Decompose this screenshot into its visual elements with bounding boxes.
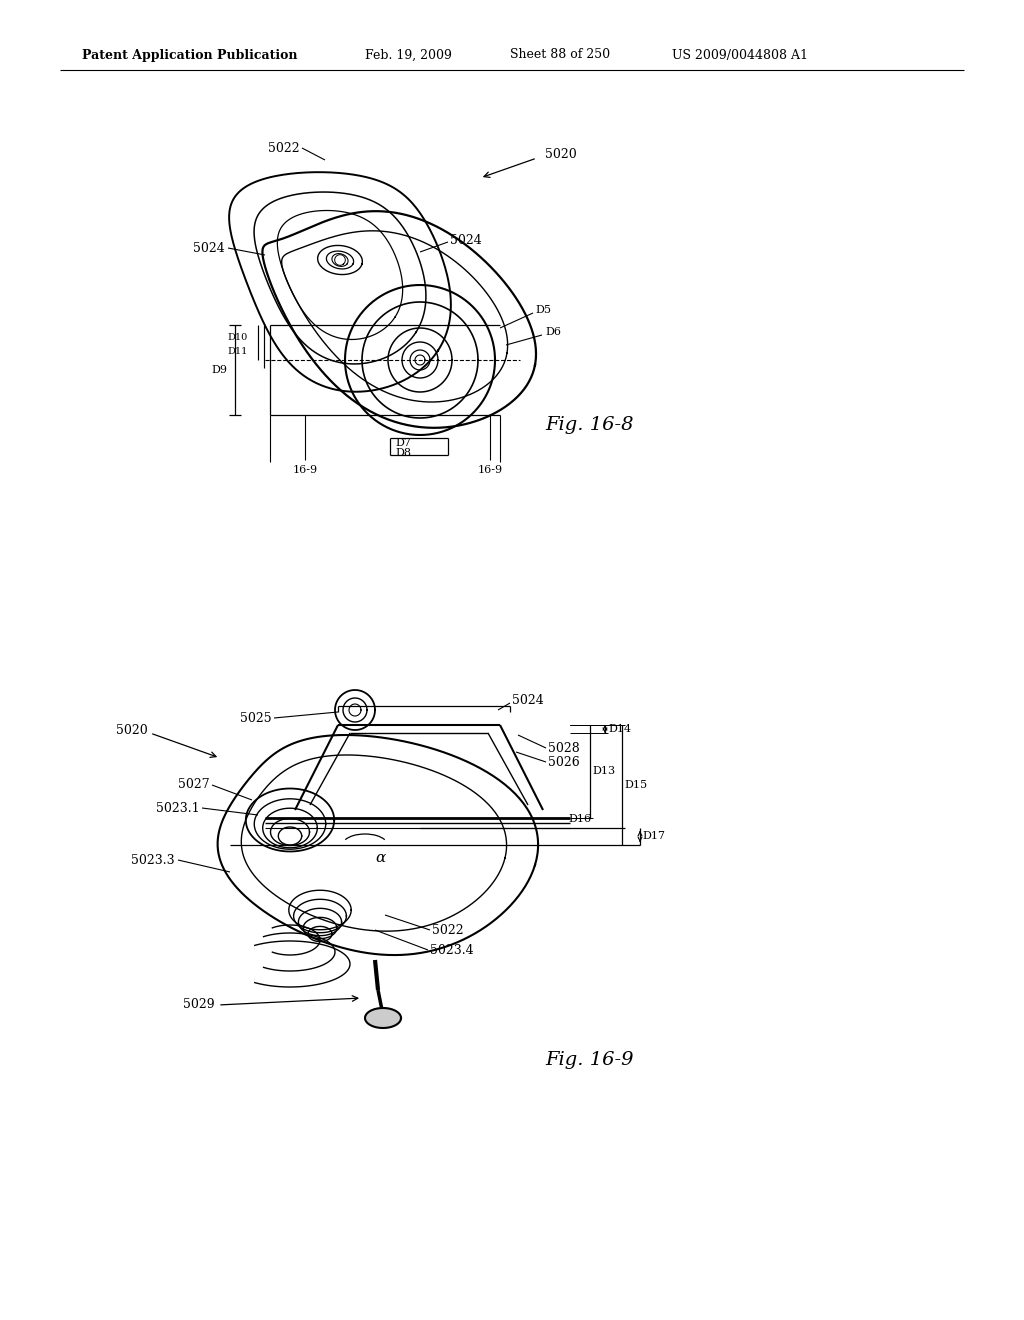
Text: US 2009/0044808 A1: US 2009/0044808 A1 — [672, 49, 808, 62]
Text: D8: D8 — [395, 447, 411, 458]
Text: 5020: 5020 — [117, 723, 148, 737]
Text: D17: D17 — [642, 832, 665, 841]
Text: D6: D6 — [545, 327, 561, 337]
Text: D7: D7 — [395, 438, 411, 447]
Text: 5023.4: 5023.4 — [430, 944, 474, 957]
Text: 5020: 5020 — [545, 149, 577, 161]
Text: α: α — [375, 851, 385, 865]
Text: D5: D5 — [535, 305, 551, 315]
Text: Fig. 16-9: Fig. 16-9 — [545, 1051, 634, 1069]
Text: 5024: 5024 — [512, 693, 544, 706]
Text: Fig. 16-8: Fig. 16-8 — [545, 416, 634, 434]
Text: 5025: 5025 — [241, 711, 272, 725]
Text: 5028: 5028 — [548, 742, 580, 755]
Text: 5024: 5024 — [450, 234, 481, 247]
Text: D15: D15 — [624, 780, 647, 789]
Text: D11: D11 — [227, 347, 248, 356]
Text: D14: D14 — [608, 723, 631, 734]
Text: D9: D9 — [211, 366, 227, 375]
Text: 5027: 5027 — [178, 779, 210, 792]
Text: Patent Application Publication: Patent Application Publication — [82, 49, 298, 62]
Text: Sheet 88 of 250: Sheet 88 of 250 — [510, 49, 610, 62]
Text: 5024: 5024 — [194, 242, 225, 255]
Text: 5026: 5026 — [548, 755, 580, 768]
Text: D13: D13 — [592, 766, 615, 776]
Text: D10: D10 — [227, 334, 248, 342]
Text: 16-9: 16-9 — [477, 465, 503, 475]
Text: 5022: 5022 — [432, 924, 464, 936]
Polygon shape — [365, 1008, 401, 1028]
Text: 5029: 5029 — [183, 998, 215, 1011]
Text: 16-9: 16-9 — [293, 465, 317, 475]
Text: 5023.3: 5023.3 — [131, 854, 175, 866]
Text: D16: D16 — [568, 814, 591, 824]
Text: Feb. 19, 2009: Feb. 19, 2009 — [365, 49, 452, 62]
Text: 5023.1: 5023.1 — [157, 801, 200, 814]
Text: 5022: 5022 — [268, 141, 300, 154]
